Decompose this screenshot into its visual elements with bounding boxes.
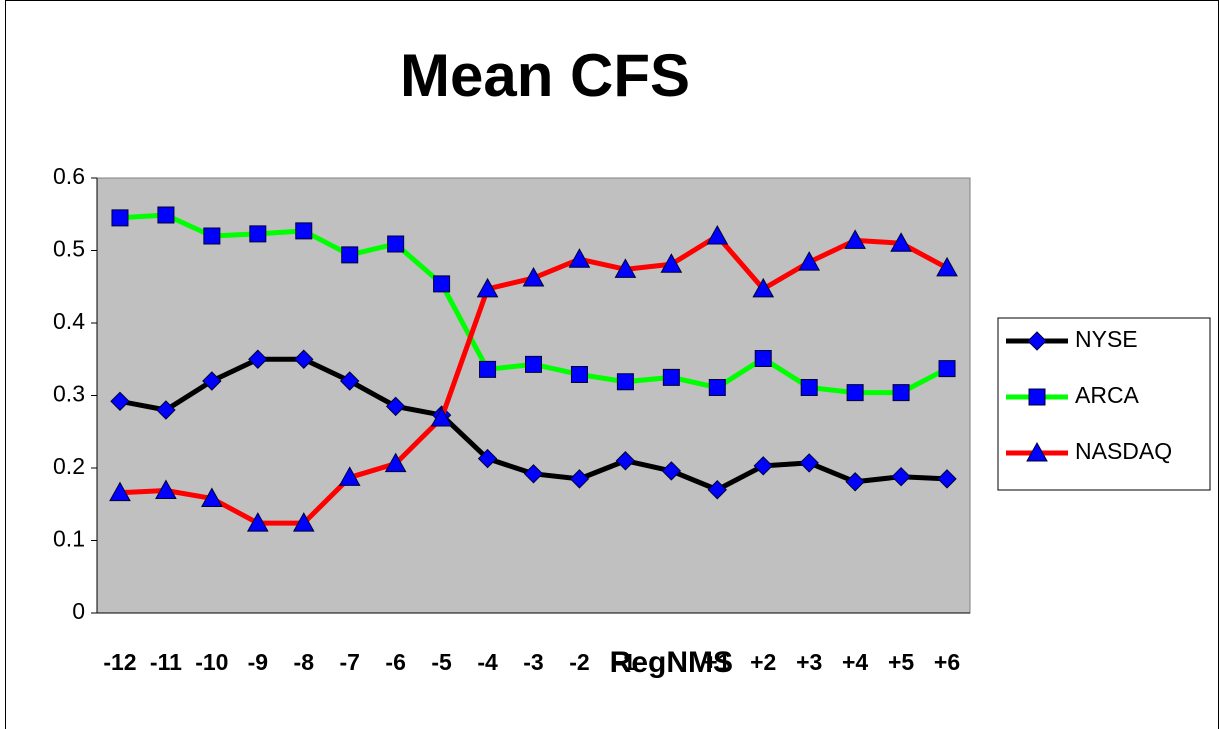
marker [476,277,499,298]
marker [662,368,680,386]
marker [892,384,910,402]
marker [800,379,818,397]
marker [706,224,729,245]
x-tick-label: RegNMS [610,646,733,679]
marker [844,229,866,249]
x-tick-label: -6 [385,649,405,675]
marker [157,206,175,224]
marker [295,222,313,240]
marker [202,371,222,391]
x-tick-label: -2 [569,649,589,675]
marker [708,379,726,397]
marker [111,209,129,227]
x-tick-label: -1 [615,649,636,675]
legend-marker [1028,388,1046,406]
marker [568,248,591,268]
marker [110,391,130,412]
x-tick-label: +3 [796,649,822,675]
y-tick-label: 0.1 [53,526,85,552]
y-tick-label: 0.5 [53,236,85,262]
marker [891,466,911,487]
marker [798,251,821,271]
marker [477,448,498,469]
marker [384,452,407,473]
marker [385,396,406,417]
marker [155,479,177,499]
legend-marker [1026,441,1048,462]
x-tick-label: -4 [477,649,498,675]
marker [846,384,864,402]
marker [201,487,223,507]
x-tick-label: +2 [750,649,776,675]
marker [661,461,682,481]
marker [616,373,634,391]
y-tick-label: 0.2 [53,453,85,479]
marker [799,453,819,473]
x-tick-label: -3 [523,649,543,675]
marker [615,451,636,471]
marker [890,232,912,252]
x-tick-label: -12 [103,649,136,675]
y-tick-label: 0.4 [53,308,85,334]
legend-label: NASDAQ [1075,438,1172,464]
marker [387,235,405,253]
marker [569,469,590,489]
marker [937,469,957,489]
marker [752,277,775,298]
x-tick-label: -10 [195,649,228,675]
x-tick-label: -11 [150,649,182,675]
marker [246,512,269,532]
marker [707,480,727,500]
marker [292,512,315,532]
y-tick-label: 0 [72,598,85,624]
x-tick-label: -8 [294,649,315,675]
marker [753,456,773,476]
x-tick-label: +5 [888,649,914,675]
marker [430,406,453,427]
marker [938,360,956,378]
marker [341,246,359,264]
marker [248,349,268,369]
marker [845,472,865,492]
marker [294,349,314,369]
plot-area [96,177,971,614]
marker [249,225,267,243]
marker [203,227,221,245]
marker [570,365,588,383]
x-tick-label: +4 [842,649,868,675]
marker [614,258,637,278]
marker [754,350,772,368]
marker [525,355,542,373]
legend-label: NYSE [1075,326,1138,352]
x-tick-label: +6 [934,649,960,675]
x-tick-label: -5 [431,649,452,675]
marker [109,481,131,502]
marker [340,371,360,391]
marker [523,464,544,484]
legend-label: ARCA [1075,382,1140,408]
marker [479,360,497,378]
legend-marker [1027,331,1047,351]
y-tick-label: 0.6 [53,163,85,189]
chart-title: Mean CFS [400,42,690,109]
marker [660,253,683,273]
marker [522,267,545,287]
y-tick-label: 0.3 [53,381,85,407]
x-tick-label: -9 [248,649,268,675]
marker [338,466,361,486]
marker [433,275,451,293]
x-tick-label: +1 [704,649,730,675]
marker [156,400,176,420]
x-tick-label: -7 [339,649,359,675]
marker [936,256,958,277]
